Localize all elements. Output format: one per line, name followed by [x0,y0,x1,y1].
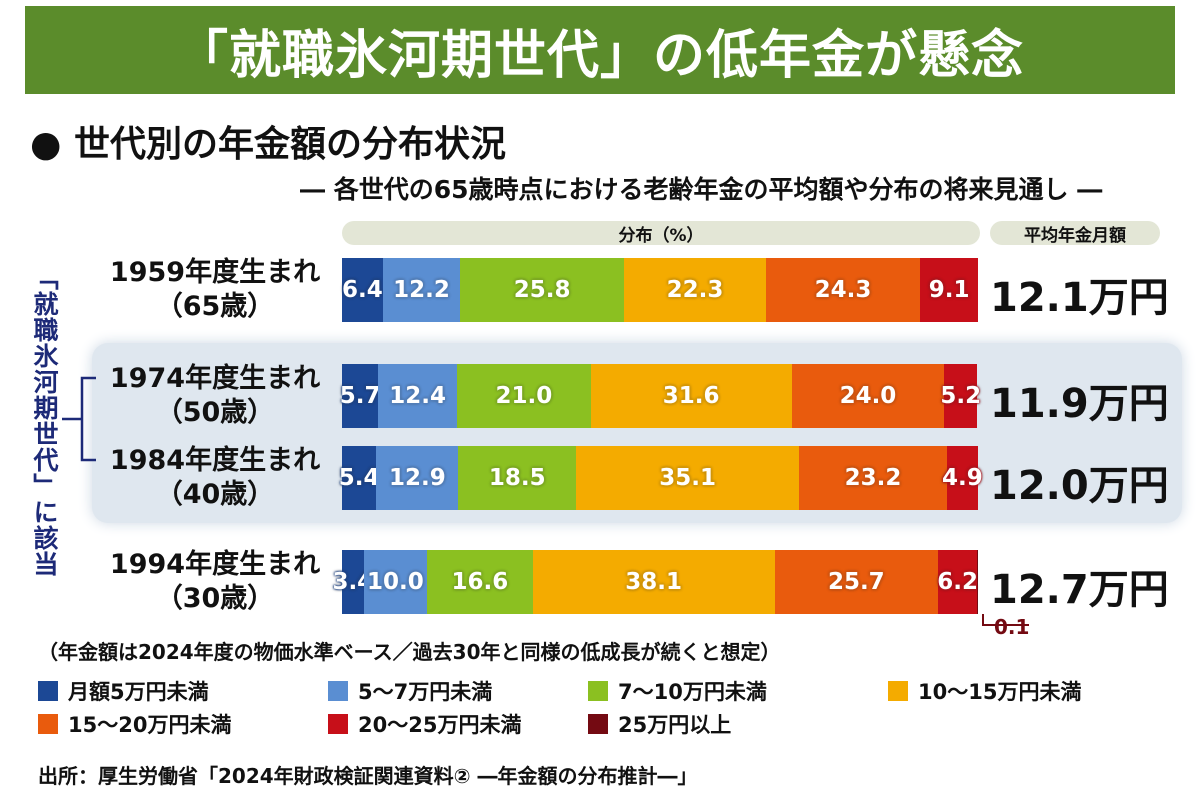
legend-label: 5～7万円未満 [358,680,493,704]
data-label: 6.2 [937,569,979,595]
bar-segment: 35.1 [576,446,800,510]
bar-segment: 5.2 [940,364,981,428]
bar-segment: 12.2 [382,258,461,322]
data-label: 12.9 [388,465,446,491]
bar-segment: 22.3 [624,258,766,322]
bar-segment: 24.3 [765,258,921,322]
birth-year: 1994年度生まれ [109,549,321,580]
bar-segment: 3.4 [332,550,373,614]
bar-segment: 9.1 [920,258,978,322]
data-label: 25.7 [827,569,885,595]
bar-segment: 10.0 [363,550,428,614]
legend-item: 7～10万円未満 [588,676,767,706]
age: （65歳） [155,291,275,322]
legend-item: 月額5万円未満 [38,676,209,706]
legend-label: 20～25万円未満 [358,713,522,737]
data-label: 12.2 [393,277,450,303]
data-label: 5.4 [338,465,380,491]
bar-segment: 18.5 [458,446,577,510]
average-value: 12.0万円 [990,463,1169,509]
bar-segment: 5.7 [339,364,381,428]
stacked-bar: 6.4 12.2 25.8 22.3 24.3 9.1 [342,258,978,322]
age: （50歳） [155,397,275,428]
bar-segment: 5.4 [339,446,380,510]
birth-year: 1984年度生まれ [109,445,321,476]
legend-label: 7～10万円未満 [618,680,767,704]
bar-segment: 31.6 [590,364,792,428]
legend-label: 15～20万円未満 [68,713,232,737]
legend-swatch [888,681,908,701]
legend-label: 月額5万円未満 [68,680,209,704]
chart-subtitle: ● 世代別の年金額の分布状況 [30,124,506,165]
data-label: 5.7 [339,383,381,409]
legend-item: 25万円以上 [588,709,731,739]
bar-segment: 12.4 [378,364,458,428]
data-label: 38.1 [625,569,682,595]
ice-age-side-label: 「就職氷河期世代」に該当 [30,265,59,577]
age: （30歳） [155,583,275,614]
legend-swatch [588,681,608,701]
data-label: 12.4 [389,383,447,409]
data-label: 21.0 [495,383,553,409]
legend-label: 10～15万円未満 [918,680,1082,704]
stacked-bar: 5.4 12.9 18.5 35.1 23.2 4.9 [339,446,983,510]
bar-segment: 24.0 [791,364,945,428]
legend-swatch [588,714,608,734]
data-label: 24.3 [814,277,872,303]
average-value: 11.9万円 [990,381,1169,427]
assumption-note: （年金額は2024年度の物価水準ベース／過去30年と同様の低成長が続くと想定） [38,640,781,664]
bar-segment: 38.1 [532,550,775,614]
legend-item: 5～7万円未満 [328,676,492,706]
data-label: 25.8 [513,277,571,303]
average-header: 平均年金月額 [990,221,1160,246]
bar-segment: 23.2 [799,446,947,510]
data-label: 0.1 [982,614,1030,639]
source-note: 出所：厚生労働省「2024年財政検証関連資料② ―年金額の分布推計―」 [38,764,698,788]
bar-segment: 16.6 [427,550,533,614]
bar-segment: 25.7 [774,550,938,614]
chart-description: ― 各世代の65歳時点における老齢年金の平均額や分布の将来見通し ― [300,175,1103,204]
bar-segment: 4.9 [942,446,983,510]
data-label: 31.6 [662,383,720,409]
birth-year: 1959年度生まれ [109,257,321,288]
data-label: 22.3 [666,277,724,303]
data-label: 6.4 [341,277,383,303]
row-label: 1959年度生まれ （65歳） [90,256,340,324]
legend-swatch [38,681,58,701]
data-label: 10.0 [367,569,424,595]
legend-item: 10～15万円未満 [888,676,1081,706]
data-label: 9.1 [928,277,970,303]
data-label: 16.6 [451,569,509,595]
legend-label: 25万円以上 [618,713,732,737]
row-label: 1994年度生まれ （30歳） [90,548,340,616]
title-banner: 「就職氷河期世代」の低年金が懸念 [25,6,1175,94]
bar-segment: 6.2 [937,550,979,614]
data-label: 5.2 [940,383,982,409]
bar-segment: 12.9 [376,446,459,510]
bar-segment [977,550,978,614]
legend-item: 15～20万円未満 [38,709,231,739]
distribution-header: 分布（%） [342,221,980,246]
birth-year: 1974年度生まれ [109,363,321,394]
data-label: 24.0 [839,383,897,409]
age: （40歳） [155,479,275,510]
bracket [62,376,96,462]
row-label: 1974年度生まれ （50歳） [90,362,340,430]
data-label: 4.9 [942,465,983,491]
data-label: 18.5 [488,465,546,491]
bar-segment: 25.8 [460,258,625,322]
data-label: 35.1 [659,465,717,491]
data-label: 23.2 [844,465,902,491]
legend-swatch [328,714,348,734]
average-value: 12.7万円 [990,567,1169,613]
average-value: 12.1万円 [990,275,1169,321]
bar-segment: 6.4 [342,258,383,322]
bar-segment: 21.0 [457,364,591,428]
legend-item: 20～25万円未満 [328,709,521,739]
legend-swatch [328,681,348,701]
stacked-bar: 3.4 10.0 16.6 38.1 25.7 6.2 [332,550,979,614]
stacked-bar: 5.7 12.4 21.0 31.6 24.0 5.2 [339,364,981,428]
legend-swatch [38,714,58,734]
row-label: 1984年度生まれ （40歳） [90,444,340,512]
